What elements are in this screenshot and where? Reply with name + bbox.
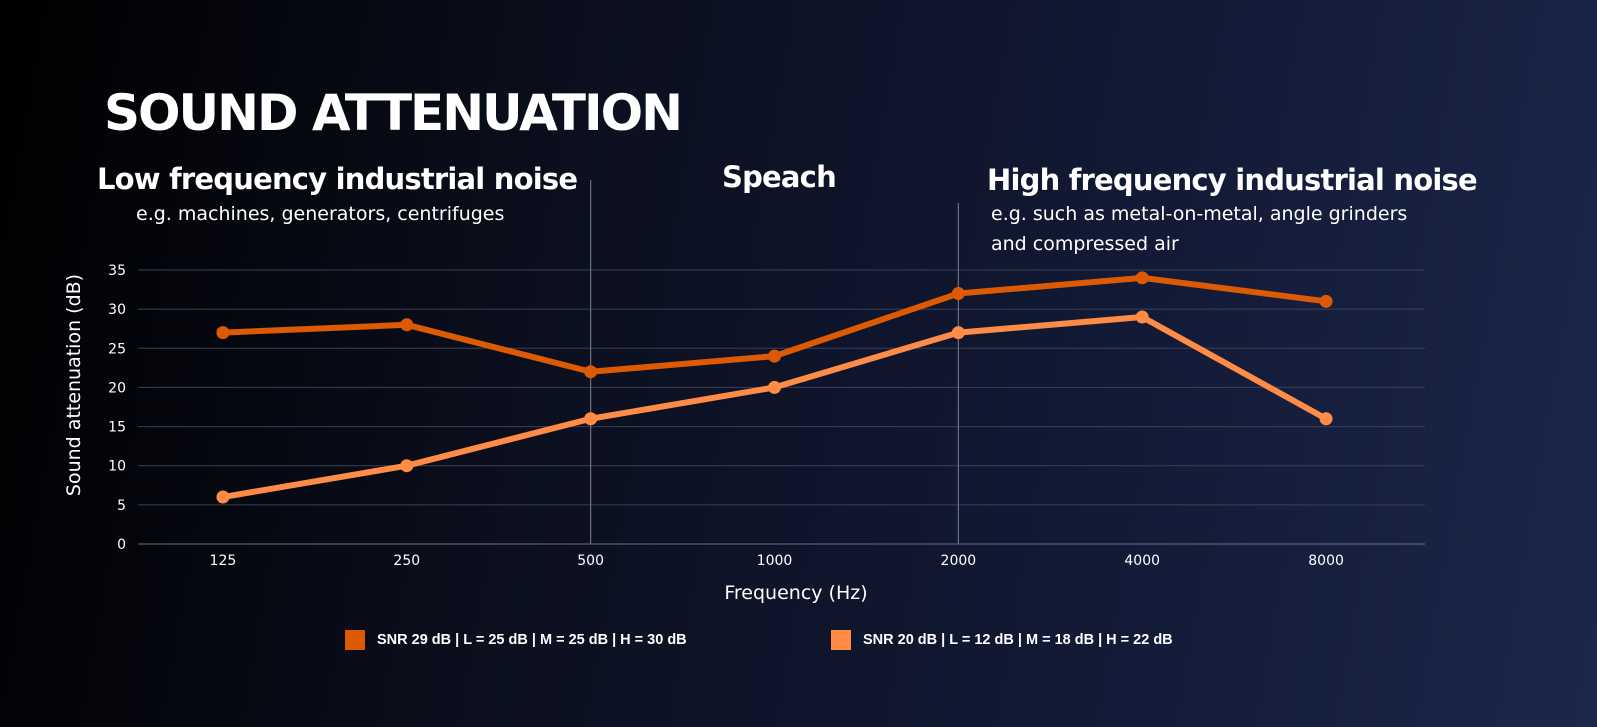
y-tick-label: 35 (108, 263, 126, 279)
data-point (1319, 294, 1333, 308)
section-title-speech: Speach (722, 160, 837, 194)
data-point (584, 365, 598, 379)
data-point (951, 286, 965, 300)
y-tick-label: 5 (117, 498, 126, 514)
data-point (400, 318, 414, 332)
section-title-low-frequency: Low frequency industrial noise (97, 162, 578, 196)
series-lines (216, 271, 1333, 504)
x-tick-label: 8000 (1308, 553, 1344, 569)
y-tick-label: 30 (108, 302, 126, 318)
section-title-high-frequency: High frequency industrial noise (987, 163, 1478, 197)
y-axis-label: Sound attenuation (dB) (63, 274, 85, 496)
data-point (951, 326, 965, 340)
legend-label: SNR 20 dB | L = 12 dB | M = 18 dB | H = … (863, 632, 1173, 648)
legend-item-snr-20: SNR 20 dB | L = 12 dB | M = 18 dB | H = … (831, 630, 1173, 650)
x-tick-label: 1000 (757, 553, 793, 569)
y-tick-label: 10 (108, 459, 126, 475)
x-tick-labels: 125 250 500 1000 2000 4000 8000 (210, 553, 1344, 569)
x-tick-label: 4000 (1124, 553, 1160, 569)
data-point (216, 490, 230, 504)
data-point (768, 380, 781, 394)
legend-swatch-dark-orange (345, 630, 365, 650)
y-tick-labels: 0 5 10 15 20 25 30 35 (108, 263, 126, 553)
data-point (1135, 310, 1149, 324)
grid-lines (138, 269, 1425, 545)
x-tick-label: 2000 (941, 553, 977, 569)
data-point (1135, 271, 1149, 285)
legend-label: SNR 29 dB | L = 25 dB | M = 25 dB | H = … (377, 632, 687, 648)
x-tick-label: 125 (210, 553, 237, 569)
section-subtitle-high-frequency-line1: e.g. such as metal-on-metal, angle grind… (991, 203, 1408, 225)
y-tick-label: 0 (117, 537, 126, 553)
section-subtitle-low-frequency: e.g. machines, generators, centrifuges (136, 203, 505, 225)
legend-swatch-light-orange (831, 630, 851, 650)
x-tick-label: 500 (577, 553, 604, 569)
series-line (222, 313, 1328, 500)
series-snr-29 (216, 271, 1333, 379)
x-axis-label: Frequency (Hz) (724, 582, 867, 604)
section-dividers (590, 180, 959, 544)
data-point (1319, 412, 1333, 426)
y-tick-label: 15 (108, 420, 126, 436)
section-subtitle-high-frequency-line2: and compressed air (991, 233, 1179, 255)
page-title: SOUND ATTENUATION (104, 84, 683, 142)
data-point (584, 412, 598, 426)
data-point (400, 459, 414, 473)
legend-item-snr-29: SNR 29 dB | L = 25 dB | M = 25 dB | H = … (345, 630, 687, 650)
series-snr-20 (216, 310, 1333, 504)
data-point (216, 326, 230, 340)
x-tick-label: 250 (393, 553, 420, 569)
y-tick-label: 25 (108, 341, 126, 357)
y-tick-label: 20 (108, 380, 126, 396)
data-point (768, 349, 781, 363)
